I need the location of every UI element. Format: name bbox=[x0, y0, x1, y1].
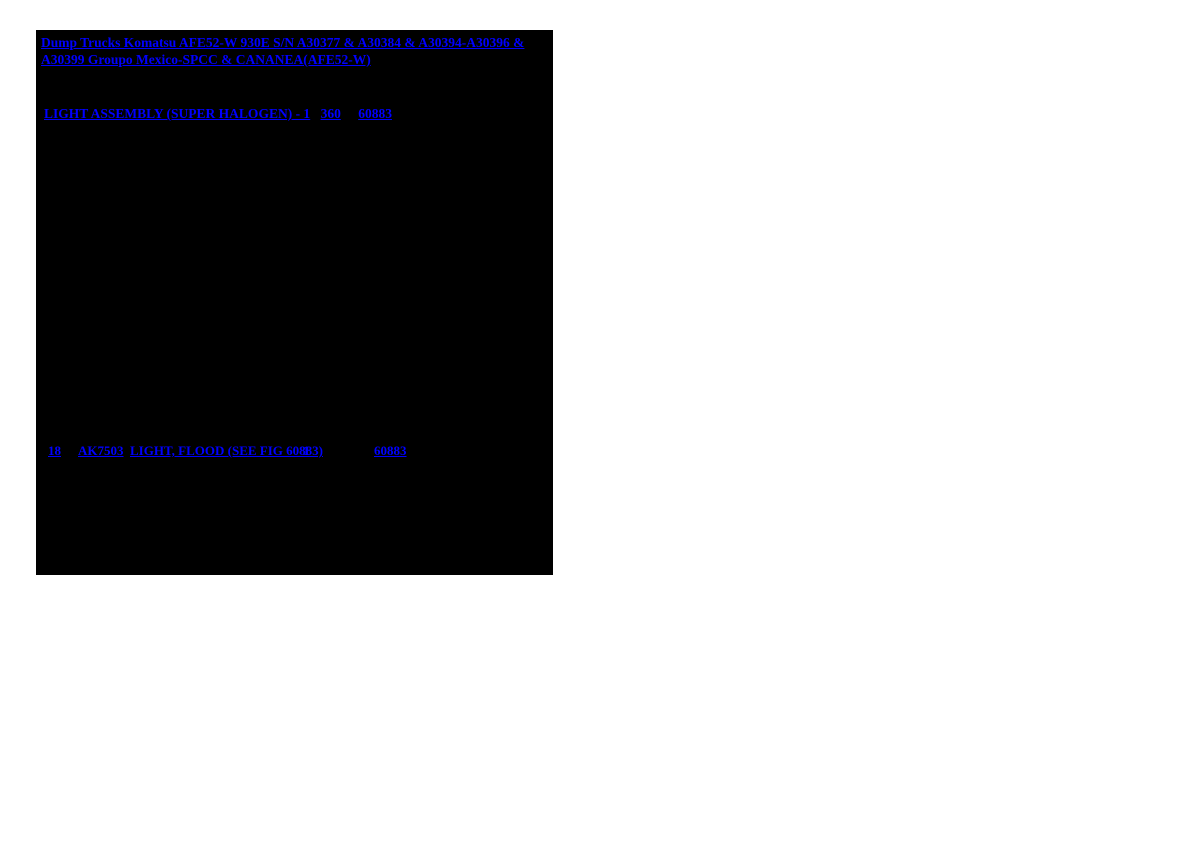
part-description-link[interactable]: LIGHT, FLOOD (SEE FIG 60883) bbox=[130, 443, 323, 458]
parts-diagram: manuals-komatsu.com bbox=[633, 28, 1150, 808]
part-item-no-link[interactable]: 18 bbox=[48, 443, 61, 458]
parts-list-panel: Dump Trucks Komatsu AFE52-W 930E S/N A30… bbox=[36, 30, 553, 575]
part-number-link[interactable]: AK7503 bbox=[78, 443, 124, 458]
assembly-code-link[interactable]: 360 bbox=[320, 106, 341, 121]
part-qty-link[interactable]: 1 bbox=[303, 443, 310, 458]
part-fig-link[interactable]: 60883 bbox=[374, 443, 407, 458]
assembly-line: LIGHT ASSEMBLY (SUPER HALOGEN) - 1 360 6… bbox=[44, 106, 392, 122]
assembly-fig-link[interactable]: 60883 bbox=[358, 106, 392, 121]
assembly-name-link[interactable]: LIGHT ASSEMBLY (SUPER HALOGEN) - 1 bbox=[44, 106, 311, 121]
model-breadcrumb-link[interactable]: Dump Trucks Komatsu AFE52-W 930E S/N A30… bbox=[41, 35, 525, 67]
